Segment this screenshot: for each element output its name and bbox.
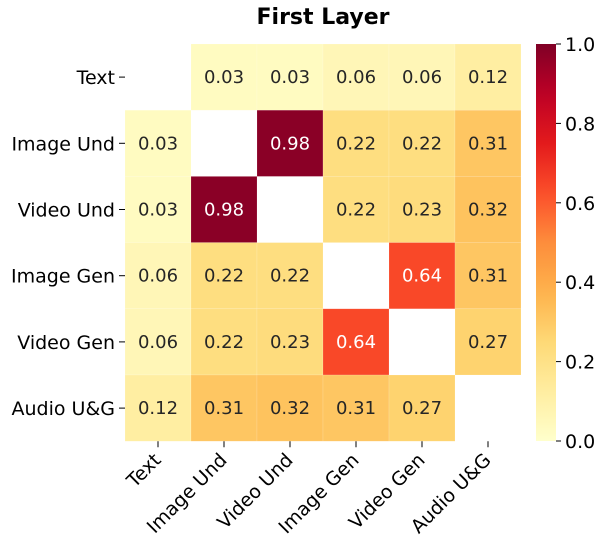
heatmap-cell <box>256 308 324 376</box>
heatmap-cell <box>190 176 258 243</box>
cell-value-label: 0.23 <box>402 200 442 221</box>
heatmap-cell <box>190 43 258 111</box>
cell-value-label: 0.64 <box>402 266 442 287</box>
row-tick-label: Audio U&G <box>12 398 116 420</box>
cell-value-label: 0.23 <box>270 332 310 353</box>
heatmap-cell <box>454 308 522 376</box>
cell-value-label: 0.32 <box>270 398 310 419</box>
heatmap-cell <box>454 109 522 177</box>
row-tick-label: Image Und <box>11 133 115 155</box>
cell-value-label: 0.12 <box>468 67 508 88</box>
colorbar-tick-label: 0.0 <box>565 431 595 453</box>
cell-value-label: 0.22 <box>336 133 376 154</box>
heatmap-cell <box>124 308 192 376</box>
cell-value-label: 0.03 <box>204 67 244 88</box>
row-tick-label: Image Gen <box>11 266 115 288</box>
row-tick-label: Text <box>76 67 115 89</box>
cell-value-label: 0.03 <box>138 200 178 221</box>
heatmap-cell <box>256 242 324 310</box>
heatmap-cell <box>322 308 390 376</box>
cell-value-label: 0.06 <box>336 67 376 88</box>
heatmap-cell <box>322 43 390 111</box>
heatmap-cell <box>388 374 456 442</box>
cell-value-label: 0.27 <box>468 332 508 353</box>
heatmap-cell <box>322 176 390 243</box>
heatmap-cell <box>322 374 390 442</box>
colorbar-gradient <box>536 44 556 441</box>
heatmap-cell <box>256 109 324 177</box>
colorbar-tick-label: 0.4 <box>565 272 595 294</box>
row-tick-label: Video Gen <box>17 332 115 354</box>
colorbar: 0.0 0.2 0.4 0.6 0.8 1.0 <box>536 34 595 453</box>
colorbar-tick-label: 0.8 <box>565 113 595 135</box>
cell-value-label: 0.98 <box>270 133 310 154</box>
heatmap-cell <box>388 242 456 310</box>
cell-value-label: 0.22 <box>204 332 244 353</box>
heatmap-cell <box>124 109 192 177</box>
cell-value-label: 0.27 <box>402 398 442 419</box>
cell-value-label: 0.06 <box>402 67 442 88</box>
heatmap-cell <box>256 374 324 442</box>
cell-value-label: 0.32 <box>468 200 508 221</box>
cell-value-label: 0.22 <box>336 200 376 221</box>
cell-value-label: 0.31 <box>468 266 508 287</box>
row-tick-label: Video Und <box>18 200 115 222</box>
cell-value-label: 0.22 <box>204 266 244 287</box>
row-tick-labels: Text Image Und Video Und Image Gen Video Gen… <box>11 67 125 420</box>
heatmap-cell <box>454 176 522 243</box>
cell-value-label: 0.31 <box>204 398 244 419</box>
cell-value-label: 0.06 <box>138 332 178 353</box>
cell-value-label: 0.03 <box>138 133 178 154</box>
cell-value-label: 0.64 <box>336 332 376 353</box>
cell-value-label: 0.03 <box>270 67 310 88</box>
heatmap-cell <box>256 43 324 111</box>
cell-value-label: 0.98 <box>204 200 244 221</box>
colorbar-tick-label: 1.0 <box>565 34 595 56</box>
heatmap-cell <box>388 43 456 111</box>
heatmap-cell <box>322 109 390 177</box>
colorbar-tick-label: 0.2 <box>565 352 595 374</box>
col-tick-label: Text <box>122 449 165 492</box>
heatmap-cell <box>388 176 456 243</box>
heatmap-cell <box>454 242 522 310</box>
heatmap-cells: 0.03 0.03 0.06 0.06 0.12 0.03 0.98 0.22 0.22 0.31… <box>124 43 522 442</box>
cell-value-label: 0.06 <box>138 266 178 287</box>
heatmap-cell <box>190 374 258 442</box>
heatmap-cell <box>454 43 522 111</box>
cell-value-label: 0.22 <box>270 266 310 287</box>
colorbar-tick-label: 0.6 <box>565 193 595 215</box>
heatmap-cell <box>190 242 258 310</box>
cell-value-label: 0.31 <box>468 133 508 154</box>
cell-value-label: 0.31 <box>336 398 376 419</box>
cell-value-label: 0.22 <box>402 133 442 154</box>
cell-value-label: 0.12 <box>138 398 178 419</box>
chart-title: First Layer <box>257 5 390 30</box>
heatmap-cell <box>190 308 258 376</box>
